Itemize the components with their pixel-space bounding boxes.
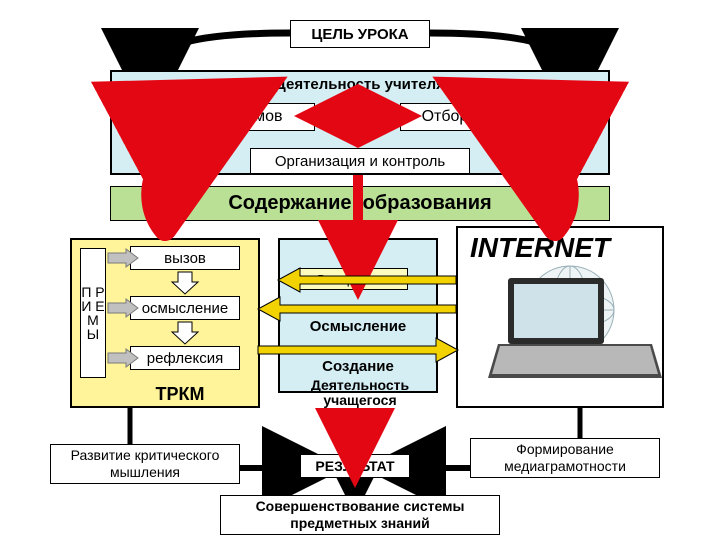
comprehension1-box: осмысление [130, 296, 240, 320]
creation-label: Создание [298, 358, 418, 375]
perception-box: Восприятие [298, 268, 408, 290]
subject-knowledge-box: Совершенствование системы предметных зна… [220, 495, 500, 535]
call-box: вызов [130, 246, 240, 270]
methods-text: П Р И Е М Ы [81, 285, 105, 341]
crit-thinking-box: Развитие критического мышления [50, 444, 240, 484]
media-literacy-box: Формирование медиаграмотности [470, 438, 660, 478]
result-box: РЕЗУЛЬТАТ [300, 454, 410, 478]
student-activity-label: Деятельность учащегося [290, 378, 430, 409]
crit-thinking-text: Развитие критического мышления [51, 447, 239, 481]
methods-vertical-box: П Р И Е М Ы [80, 248, 106, 378]
reflection-box: рефлексия [130, 346, 240, 370]
internet-label: INTERNET [470, 232, 610, 264]
subject-knowledge-text: Совершенствование системы предметных зна… [221, 498, 499, 532]
trkm-label: ТРКМ [120, 384, 240, 405]
edu-content-strip: Содержание образования [110, 186, 610, 221]
select-methods-box: Отбор приемов [135, 103, 315, 131]
org-control-box: Организация и контроль [250, 148, 470, 174]
teacher-activity-label: Деятельность учителя [112, 72, 608, 93]
comprehension2-label: Осмысление [298, 318, 418, 335]
media-literacy-text: Формирование медиаграмотности [471, 441, 659, 475]
select-info-box: Отбор информации [400, 103, 590, 131]
goal-box: ЦЕЛЬ УРОКА [290, 20, 430, 48]
